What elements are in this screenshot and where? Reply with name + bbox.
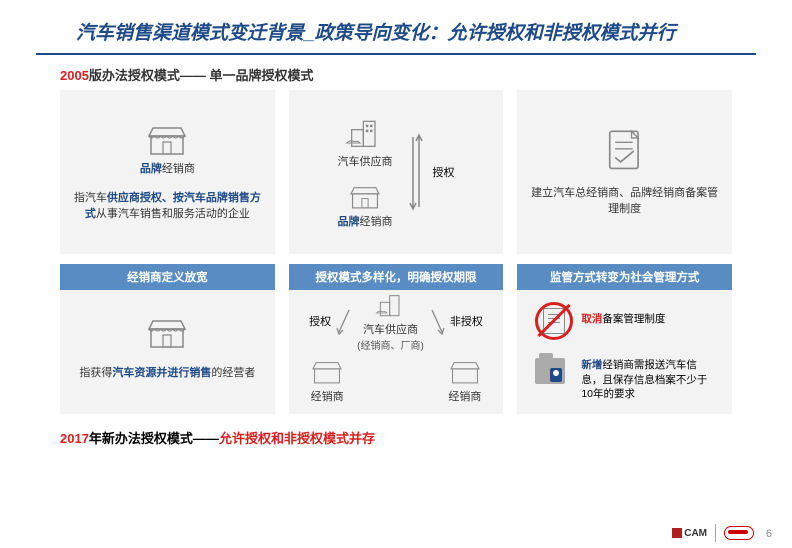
row-bottom: 经销商定义放宽 指获得汽车资源并进行销售的经营者 授权模式多样化，明确授权期限 …	[0, 264, 792, 414]
brand-dealer-label: 品牌经销商	[140, 160, 195, 176]
widen-desc: 指获得汽车资源并进行销售的经营者	[79, 365, 255, 382]
folder-person-icon	[535, 358, 565, 384]
store-icon	[449, 358, 481, 386]
brand-dealer-desc: 指汽车供应商授权、按汽车品牌销售方式从事汽车销售和服务活动的企业	[72, 190, 263, 223]
row-top: 品牌经销商 指汽车供应商授权、按汽车品牌销售方式从事汽车销售和服务活动的企业 汽…	[0, 90, 792, 254]
updown-arrow-icon	[409, 127, 423, 217]
dealer-label-l: 经销商	[311, 388, 344, 404]
bullet-cancel: 取消备案管理制度	[535, 302, 714, 340]
store-icon	[349, 183, 381, 211]
card-supervision: 监管方式转变为社会管理方式 取消备案管理制度 新增经销商需报送汽车信息，且保存信…	[517, 264, 732, 414]
filing-desc: 建立汽车总经销商、品牌经销商备案管理制度	[529, 185, 720, 218]
supplier-block: 汽车供应商	[338, 115, 393, 169]
dealer-label-r: 经销商	[448, 388, 481, 404]
cam-logo: CAM	[672, 528, 707, 539]
auth-arrows	[409, 127, 423, 217]
logo-divider	[715, 524, 716, 542]
header-diversify: 授权模式多样化，明确授权期限	[289, 264, 504, 290]
supplier-label: 汽车供应商	[338, 153, 393, 169]
year-2005: 2005	[60, 68, 89, 83]
store-icon	[147, 122, 187, 158]
supplier-sub: (经销商、厂商)	[357, 337, 424, 352]
arrow-down-right-icon	[428, 306, 446, 336]
card-auth-diversify: 授权模式多样化，明确授权期限 授权 汽车供应商 (经销商、厂商) 非授权 经销商	[289, 264, 504, 414]
nonauth-label: 非授权	[450, 313, 483, 329]
header-supervision: 监管方式转变为社会管理方式	[517, 264, 732, 290]
auth-label: 授权	[433, 164, 455, 180]
top-subheader-text: 版办法授权模式—— 单一品牌授权模式	[89, 68, 314, 83]
bullet-add: 新增经销商需报送汽车信息，且保存信息档案不少于10年的要求	[535, 358, 714, 402]
bottom-text-1: 年新办法授权模式——	[89, 431, 219, 446]
bottom-subheader: 2017年新办法授权模式——允许授权和非授权模式并存	[0, 424, 792, 447]
card-dealer-widen: 经销商定义放宽 指获得汽车资源并进行销售的经营者	[60, 264, 275, 414]
store-icon	[311, 358, 343, 386]
header-widen: 经销商定义放宽	[60, 264, 275, 290]
arrow-down-left-icon	[335, 306, 353, 336]
auth-label-2: 授权	[309, 313, 331, 329]
buildings-icon	[375, 291, 407, 319]
prohibit-icon	[535, 302, 573, 340]
card-brand-dealer: 品牌经销商 指汽车供应商授权、按汽车品牌销售方式从事汽车销售和服务活动的企业	[60, 90, 275, 254]
year-2017: 2017	[60, 431, 89, 446]
supplier-label-2: 汽车供应商	[363, 321, 418, 337]
dealer-right: 经销商	[448, 358, 481, 404]
bottom-text-red: 允许授权和非授权模式并存	[219, 431, 375, 446]
brand-dealer-label-2: 品牌经销商	[338, 213, 393, 229]
card-filing-system: 建立汽车总经销商、品牌经销商备案管理制度	[517, 90, 732, 254]
card-supplier-dealer: 汽车供应商 品牌经销商 授权	[289, 90, 504, 254]
supplier-center: 汽车供应商 (经销商、厂商)	[357, 291, 424, 352]
buildings-icon	[345, 115, 385, 151]
store-icon	[147, 315, 187, 351]
top-subheader: 2005版办法授权模式—— 单一品牌授权模式	[0, 65, 792, 90]
brand-dealer-block: 品牌经销商	[338, 183, 393, 229]
car-logo	[724, 526, 754, 540]
title-bar: 汽车销售渠道模式变迁背景_政策导向变化：允许授权和非授权模式并行	[36, 0, 756, 55]
footer-logos: CAM	[672, 524, 754, 542]
document-icon	[603, 127, 647, 175]
page-number: 6	[766, 528, 772, 540]
dealer-left: 经销商	[311, 358, 344, 404]
page-title: 汽车销售渠道模式变迁背景_政策导向变化：允许授权和非授权模式并行	[76, 18, 716, 45]
